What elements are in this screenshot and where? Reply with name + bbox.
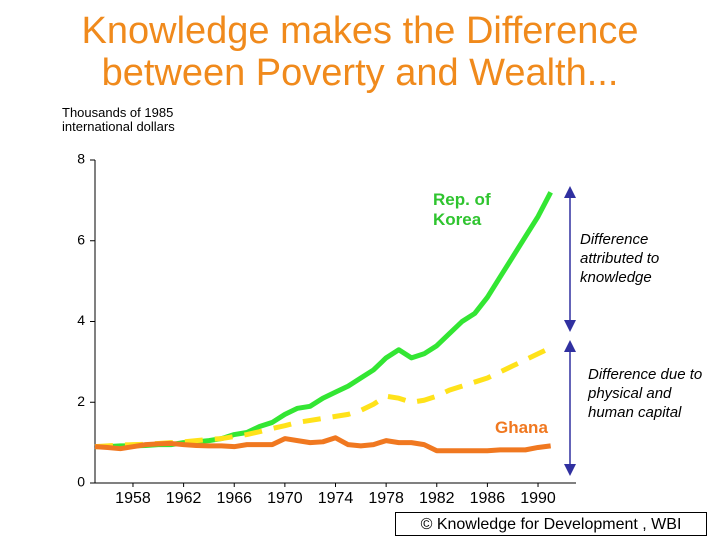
series-label: Ghana — [495, 418, 548, 437]
footer: © Knowledge for Development , WBI — [395, 512, 707, 536]
chart-title: Knowledge makes the Difference between P… — [81, 10, 639, 94]
annotation: Difference due to physical and human cap… — [588, 366, 703, 421]
x-tick-label: 1986 — [470, 490, 506, 507]
x-tick-label: 1990 — [520, 490, 556, 507]
x-tick-label: 1970 — [267, 490, 303, 507]
y-tick-label: 0 — [77, 474, 85, 490]
y-axis-label: Thousands of 1985 international dollars — [62, 105, 175, 134]
x-tick-label: 1978 — [368, 490, 404, 507]
x-tick-label: 1982 — [419, 490, 455, 507]
series-line — [94, 435, 552, 454]
x-tick-label: 1962 — [166, 490, 202, 507]
x-tick-label: 1974 — [318, 490, 354, 507]
annotation: Difference attributed to knowledge — [580, 231, 660, 286]
series-label: Rep. of Korea — [433, 190, 491, 229]
x-tick-label: 1958 — [115, 490, 151, 507]
series-line — [94, 345, 552, 450]
y-tick-label: 6 — [77, 231, 85, 247]
y-tick-label: 4 — [77, 312, 85, 328]
y-tick-label: 2 — [77, 393, 85, 409]
series-line — [95, 191, 553, 450]
x-tick-label: 1966 — [216, 490, 252, 507]
y-tick-label: 8 — [77, 151, 85, 167]
